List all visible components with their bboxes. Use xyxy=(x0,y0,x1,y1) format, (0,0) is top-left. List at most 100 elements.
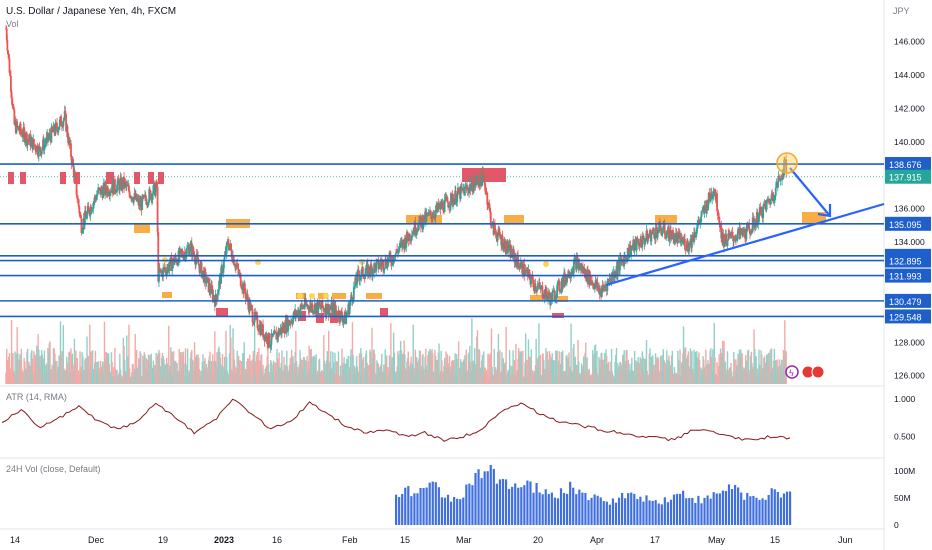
volume-bar xyxy=(374,353,376,384)
candle-body xyxy=(60,116,63,126)
candle-body xyxy=(338,310,341,320)
volume-bar xyxy=(483,351,485,384)
candle-body xyxy=(502,248,505,250)
volume-bar xyxy=(346,358,348,384)
candle-body xyxy=(81,228,84,232)
candle-body xyxy=(349,300,352,305)
candle-body xyxy=(328,308,331,316)
red-zone xyxy=(20,172,26,184)
volume-bar xyxy=(323,360,326,384)
time-tick-label: Feb xyxy=(342,535,358,545)
volume-bar xyxy=(585,342,587,384)
level-price-label: 132.895 xyxy=(889,257,922,267)
level-price-label: 131.993 xyxy=(889,272,922,282)
candle-body xyxy=(610,276,613,283)
vol24-bar xyxy=(532,492,535,525)
candle-body xyxy=(299,310,301,316)
vol24-bar xyxy=(776,491,779,525)
red-zone xyxy=(60,172,66,184)
volume-bar xyxy=(152,360,155,384)
candle-body xyxy=(379,262,382,265)
candle-body xyxy=(554,299,556,301)
candle-body xyxy=(769,198,772,205)
candle-body xyxy=(517,254,519,263)
volume-bar xyxy=(154,364,156,384)
volume-bar xyxy=(62,325,64,384)
candle-body xyxy=(697,220,700,226)
candle-body xyxy=(667,226,670,242)
volume-bar xyxy=(236,350,238,384)
candle-body xyxy=(147,201,150,205)
price-tick-label: 128.000 xyxy=(894,337,925,347)
candle-body xyxy=(245,296,248,299)
us-flag-icon[interactable] xyxy=(811,365,825,379)
candle-body xyxy=(188,251,191,256)
volume-bar xyxy=(385,355,388,384)
volume-bar xyxy=(476,330,479,384)
candle-body xyxy=(695,227,698,234)
candle-body xyxy=(437,202,440,209)
candle-body xyxy=(633,242,636,251)
orange-zone xyxy=(504,215,524,224)
candle-body xyxy=(21,136,24,138)
event-icons[interactable]: ϟ xyxy=(785,365,825,379)
volume-bar xyxy=(223,356,226,384)
candle-body xyxy=(486,192,489,205)
candle-body xyxy=(442,202,445,212)
vol24-bar xyxy=(535,483,538,525)
candle-body xyxy=(192,246,195,254)
candle-body xyxy=(311,304,314,313)
volume-bar xyxy=(258,348,260,384)
candle-body xyxy=(507,249,510,252)
candle-body xyxy=(637,242,640,246)
candle-body xyxy=(329,308,332,310)
candle-body xyxy=(155,181,158,187)
volume-bar xyxy=(170,351,173,384)
candle-body xyxy=(313,310,315,312)
candle-body xyxy=(230,249,233,258)
candle-body xyxy=(708,192,711,199)
volume-bar xyxy=(524,333,527,384)
volume-bar xyxy=(493,349,495,384)
lightning-icon[interactable] xyxy=(785,365,799,379)
candle-body xyxy=(74,172,77,177)
atr-tick-label: 1.000 xyxy=(894,394,916,404)
candle-body xyxy=(698,220,700,223)
volume-bar xyxy=(308,345,310,384)
volume-bar xyxy=(42,358,44,384)
volume-bar xyxy=(20,348,23,384)
vol24-bar xyxy=(514,483,517,525)
candle-body xyxy=(58,119,61,127)
vol24-bar xyxy=(541,494,544,525)
volume-bar xyxy=(543,360,545,384)
vol24-bar xyxy=(590,497,593,525)
candle-body xyxy=(64,111,67,115)
volume-bar xyxy=(453,360,455,384)
candle-body xyxy=(179,248,181,258)
candle-body xyxy=(243,283,246,293)
volume-bar xyxy=(360,353,363,384)
vol24-bar xyxy=(669,499,673,525)
candle-body xyxy=(473,183,475,191)
candle-body xyxy=(527,269,530,277)
vol24-bar xyxy=(715,493,718,525)
volume-bar xyxy=(464,355,466,384)
candle-body xyxy=(124,181,127,184)
volume-bar xyxy=(66,362,69,384)
candle-body xyxy=(117,178,120,183)
vol24-bar xyxy=(492,468,495,525)
candle-body xyxy=(503,242,505,249)
volume-bar xyxy=(381,353,383,384)
volume-bar xyxy=(515,343,517,384)
candle-body xyxy=(47,132,49,141)
volume-bar xyxy=(75,350,77,384)
candle-body xyxy=(228,246,231,250)
vol24-bar xyxy=(743,499,746,525)
vol24-bar xyxy=(431,481,434,525)
candle-body xyxy=(470,185,473,191)
candle-body xyxy=(131,196,134,201)
volume-bar xyxy=(311,357,313,384)
candle-body xyxy=(773,198,776,201)
candle-body xyxy=(495,232,498,238)
